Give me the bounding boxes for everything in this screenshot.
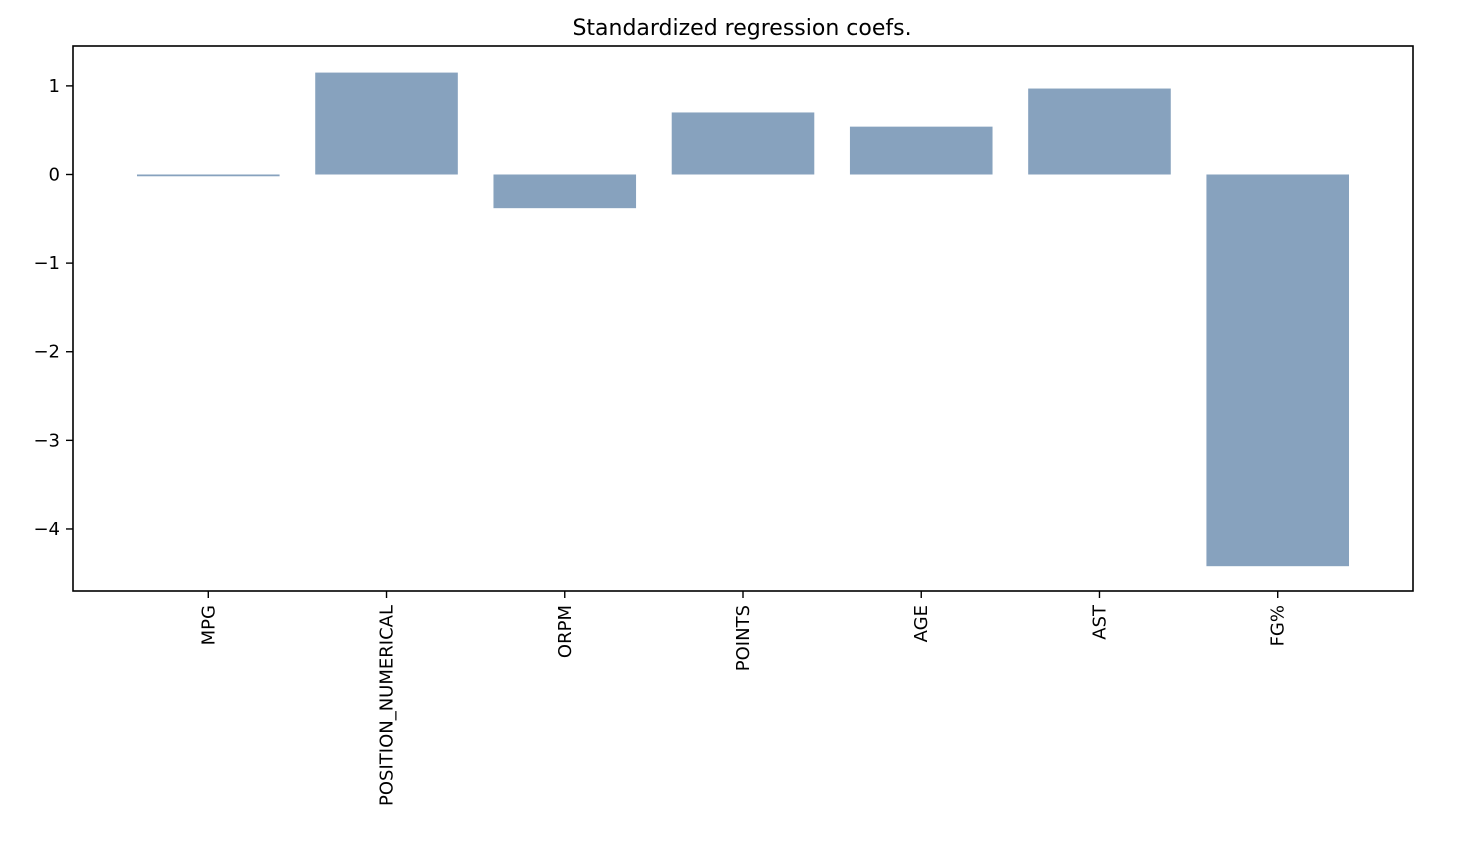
bar-position-numerical: [315, 72, 458, 175]
x-tick-label: POSITION_NUMERICAL: [377, 605, 398, 806]
y-tick-label: −4: [33, 519, 60, 540]
y-tick-label: 1: [49, 76, 60, 97]
bars-group: [136, 72, 1350, 567]
bar-mpg: [136, 174, 280, 177]
y-tick-label: −1: [33, 253, 60, 274]
chart-title: Standardized regression coefs.: [572, 16, 911, 41]
y-tick-label: −3: [33, 430, 60, 451]
plot-frame: [72, 45, 1414, 592]
x-tick-label: AGE: [911, 605, 932, 642]
x-tick-label: ORPM: [555, 605, 576, 658]
x-tick-label: FG%: [1268, 605, 1289, 646]
x-axis: MPG POSITION_NUMERICAL ORPM POINTS AGE AST FG%: [198, 591, 1289, 806]
x-tick-label: MPG: [198, 605, 219, 645]
y-tick-label: −2: [33, 342, 60, 363]
bar-age: [849, 126, 993, 175]
x-tick-label: AST: [1089, 604, 1110, 640]
bar-ast: [1028, 88, 1171, 175]
bar-orpm: [493, 174, 637, 209]
y-axis: 1 0 −1 −2 −3 −4: [33, 76, 73, 540]
bar-points: [671, 112, 815, 175]
y-tick-label: 0: [49, 164, 60, 185]
x-tick-label: POINTS: [733, 605, 754, 671]
bar-fg-: [1206, 174, 1350, 567]
